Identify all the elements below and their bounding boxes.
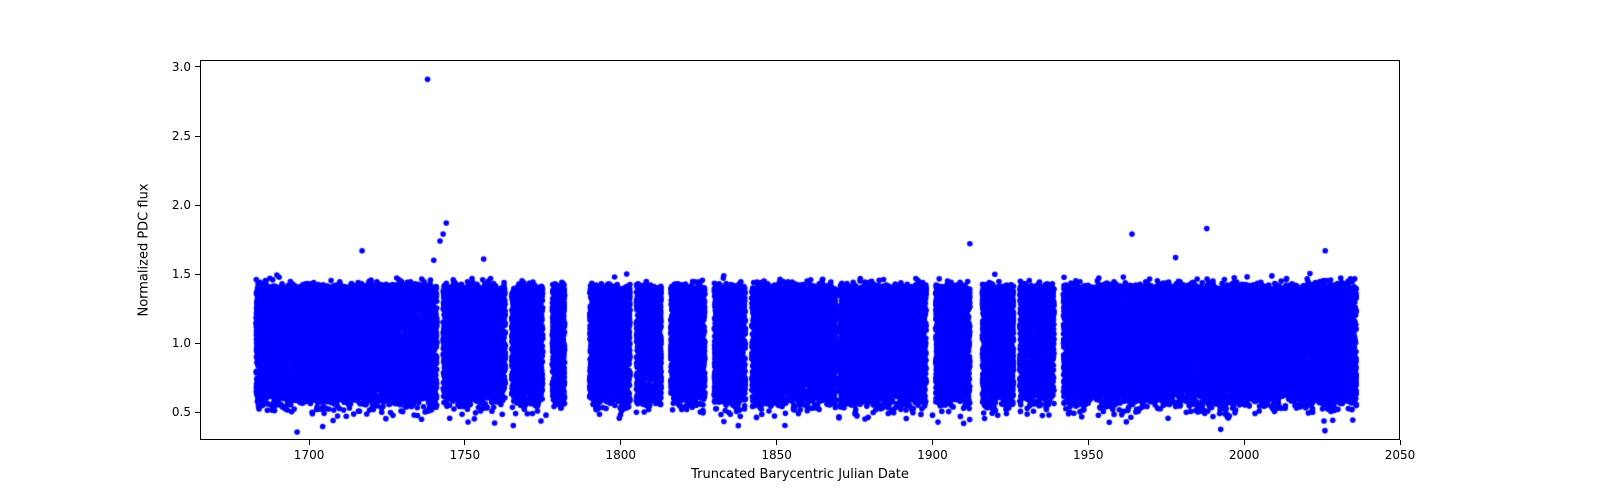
x-tick-label: 2000 [1229,448,1260,462]
x-tick [464,440,465,445]
y-tick [195,205,200,206]
x-tick [1400,440,1401,445]
x-tick [776,440,777,445]
x-tick-label: 1750 [450,448,481,462]
y-tick-label: 2.0 [172,198,191,212]
y-tick [195,136,200,137]
figure: 1700 1750 1800 1850 1900 1950 2000 2050 0.5 1.0 1… [0,0,1600,500]
x-tick [309,440,310,445]
y-tick [195,274,200,275]
x-axis-label: Truncated Barycentric Julian Date [691,467,909,482]
x-tick [1088,440,1089,445]
y-tick [195,66,200,67]
y-tick [195,343,200,344]
scatter-plot [200,60,1400,440]
x-tick [932,440,933,445]
x-tick [620,440,621,445]
x-tick-label: 1950 [1073,448,1104,462]
y-tick-label: 2.5 [172,129,191,143]
y-tick [195,412,200,413]
y-tick-label: 1.0 [172,336,191,350]
x-tick-label: 1700 [294,448,325,462]
x-tick-label: 1900 [917,448,948,462]
y-tick-label: 0.5 [172,405,191,419]
x-tick [1244,440,1245,445]
y-axis-label: Normalized PDC flux [137,183,152,316]
x-tick-label: 1800 [605,448,636,462]
y-tick-label: 3.0 [172,60,191,74]
x-tick-label: 2050 [1385,448,1416,462]
x-tick-label: 1850 [761,448,792,462]
y-tick-label: 1.5 [172,267,191,281]
